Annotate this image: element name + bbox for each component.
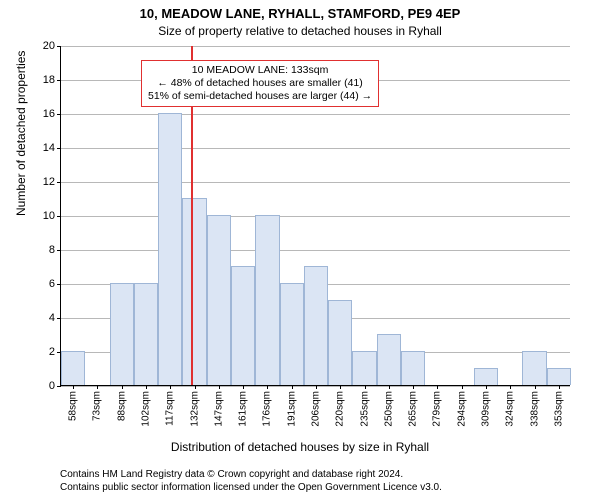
xtick-mark (559, 385, 560, 389)
footer-line-2: Contains public sector information licen… (60, 482, 442, 495)
histogram-bar (401, 351, 425, 385)
xtick-mark (219, 385, 220, 389)
xtick-mark (413, 385, 414, 389)
y-axis-label: Number of detached properties (14, 51, 28, 216)
xtick-label: 206sqm (311, 391, 322, 427)
histogram-bar (280, 283, 304, 385)
xtick-mark (510, 385, 511, 389)
ytick-mark (57, 148, 61, 149)
histogram-bar (352, 351, 376, 385)
gridline (61, 216, 570, 217)
ytick-mark (57, 216, 61, 217)
ytick-label: 12 (43, 176, 55, 188)
gridline (61, 182, 570, 183)
histogram-bar (377, 334, 401, 385)
xtick-label: 102sqm (141, 391, 152, 427)
xtick-label: 235sqm (359, 391, 370, 427)
chart-title-main: 10, MEADOW LANE, RYHALL, STAMFORD, PE9 4… (0, 6, 600, 21)
ytick-label: 8 (49, 244, 55, 256)
ytick-label: 10 (43, 210, 55, 222)
annotation-line: 10 MEADOW LANE: 133sqm (148, 64, 372, 77)
xtick-label: 220sqm (335, 391, 346, 427)
xtick-mark (340, 385, 341, 389)
histogram-bar (207, 215, 231, 385)
histogram-bar (61, 351, 85, 385)
attribution-footer: Contains HM Land Registry data © Crown c… (60, 469, 442, 494)
ytick-label: 14 (43, 142, 55, 154)
xtick-label: 147sqm (213, 391, 224, 427)
xtick-mark (170, 385, 171, 389)
xtick-label: 309sqm (481, 391, 492, 427)
ytick-label: 6 (49, 278, 55, 290)
ytick-mark (57, 80, 61, 81)
xtick-label: 294sqm (456, 391, 467, 427)
xtick-mark (292, 385, 293, 389)
gridline (61, 250, 570, 251)
gridline (61, 148, 570, 149)
ytick-label: 4 (49, 312, 55, 324)
gridline (61, 114, 570, 115)
histogram-bar (110, 283, 134, 385)
ytick-mark (57, 284, 61, 285)
footer-line-1: Contains HM Land Registry data © Crown c… (60, 469, 442, 482)
x-axis-label: Distribution of detached houses by size … (0, 440, 600, 454)
xtick-label: 176sqm (262, 391, 273, 427)
xtick-label: 58sqm (68, 391, 79, 421)
histogram-bar (304, 266, 328, 385)
xtick-label: 353sqm (553, 391, 564, 427)
xtick-mark (437, 385, 438, 389)
chart-plot-area: 0246810121416182058sqm73sqm88sqm102sqm11… (60, 46, 570, 386)
xtick-label: 117sqm (165, 391, 176, 426)
xtick-label: 279sqm (432, 391, 443, 427)
histogram-bar (158, 113, 182, 385)
ytick-label: 2 (49, 346, 55, 358)
histogram-bar (474, 368, 498, 385)
xtick-label: 338sqm (529, 391, 540, 427)
xtick-label: 161sqm (238, 391, 249, 427)
histogram-bar (134, 283, 158, 385)
xtick-label: 132sqm (189, 391, 200, 427)
histogram-bar (522, 351, 546, 385)
histogram-bar (328, 300, 352, 385)
chart-title-sub: Size of property relative to detached ho… (0, 24, 600, 38)
gridline (61, 46, 570, 47)
xtick-mark (73, 385, 74, 389)
histogram-bar (182, 198, 206, 385)
xtick-mark (146, 385, 147, 389)
ytick-label: 18 (43, 74, 55, 86)
xtick-mark (122, 385, 123, 389)
xtick-label: 324sqm (505, 391, 516, 427)
ytick-label: 16 (43, 108, 55, 120)
xtick-mark (316, 385, 317, 389)
ytick-mark (57, 386, 61, 387)
annotation-line: ← 48% of detached houses are smaller (41… (148, 77, 372, 90)
xtick-label: 88sqm (116, 391, 127, 421)
xtick-label: 250sqm (383, 391, 394, 427)
xtick-mark (535, 385, 536, 389)
histogram-bar (255, 215, 279, 385)
xtick-mark (486, 385, 487, 389)
xtick-mark (389, 385, 390, 389)
xtick-label: 265sqm (408, 391, 419, 427)
xtick-mark (365, 385, 366, 389)
xtick-mark (195, 385, 196, 389)
histogram-bar (231, 266, 255, 385)
ytick-mark (57, 46, 61, 47)
ytick-mark (57, 250, 61, 251)
xtick-label: 191sqm (286, 391, 297, 427)
xtick-mark (97, 385, 98, 389)
xtick-mark (462, 385, 463, 389)
annotation-box: 10 MEADOW LANE: 133sqm← 48% of detached … (141, 60, 379, 107)
annotation-line: 51% of semi-detached houses are larger (… (148, 90, 372, 103)
xtick-label: 73sqm (92, 391, 103, 421)
ytick-label: 20 (43, 40, 55, 52)
ytick-mark (57, 114, 61, 115)
histogram-bar (547, 368, 571, 385)
ytick-label: 0 (49, 380, 55, 392)
xtick-mark (243, 385, 244, 389)
ytick-mark (57, 318, 61, 319)
xtick-mark (267, 385, 268, 389)
ytick-mark (57, 182, 61, 183)
